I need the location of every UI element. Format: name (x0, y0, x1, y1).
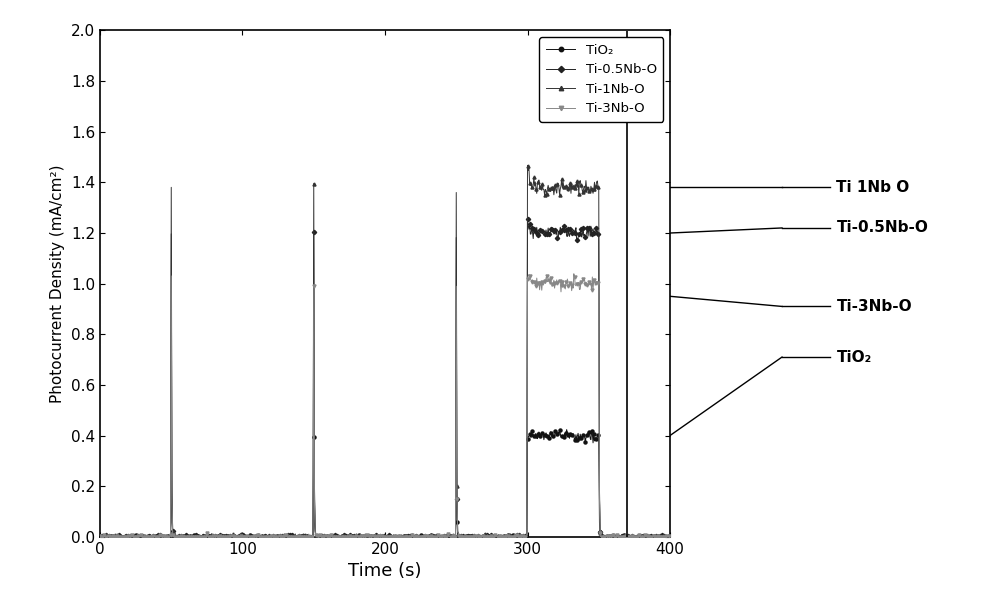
Text: Ti 1Nb O: Ti 1Nb O (836, 180, 910, 195)
TiO₂ (561, 426, 573, 433)
Ti-0.5Nb-O (94, 533, 106, 540)
Ti-1Nb-O (455, 533, 467, 540)
Text: Ti-3Nb-O: Ti-3Nb-O (836, 299, 912, 314)
Ti-3Nb-O (660, 533, 672, 540)
Text: TiO₂: TiO₂ (836, 350, 872, 365)
Ti-3Nb-O (94, 533, 106, 540)
Ti-1Nb-O (664, 533, 676, 540)
Ti-3Nb-O (245, 533, 257, 540)
Ti-1Nb-O (353, 533, 365, 540)
Text: Ti-0.5Nb-O: Ti-0.5Nb-O (836, 220, 928, 235)
Ti-0.5Nb-O (95, 533, 107, 540)
TiO₂ (178, 533, 190, 540)
Ti-1Nb-O (522, 162, 534, 169)
Ti-1Nb-O (171, 533, 183, 540)
Ti-3Nb-O (99, 533, 111, 540)
Ti-3Nb-O (354, 533, 366, 540)
TiO₂ (94, 533, 106, 540)
Y-axis label: Photocurrent Density (mA/cm²): Photocurrent Density (mA/cm²) (50, 165, 65, 403)
TiO₂ (95, 533, 107, 540)
Ti-1Nb-O (177, 533, 189, 540)
Ti-0.5Nb-O (245, 533, 257, 540)
Ti-0.5Nb-O (172, 533, 184, 540)
TiO₂ (354, 533, 366, 540)
Ti-0.5Nb-O (522, 216, 534, 223)
Ti-3Nb-O (568, 270, 580, 278)
Ti-0.5Nb-O (455, 533, 467, 540)
TiO₂ (172, 532, 184, 539)
Ti-3Nb-O (178, 531, 190, 539)
Ti-0.5Nb-O (354, 533, 366, 540)
X-axis label: Time (s): Time (s) (348, 562, 422, 580)
Ti-0.5Nb-O (660, 533, 672, 540)
Ti-1Nb-O (94, 533, 106, 540)
Line: Ti-3Nb-O: Ti-3Nb-O (98, 272, 672, 539)
TiO₂ (660, 533, 672, 540)
Line: TiO₂: TiO₂ (98, 428, 672, 539)
Line: Ti-1Nb-O: Ti-1Nb-O (98, 164, 672, 539)
Ti-1Nb-O (659, 533, 671, 540)
TiO₂ (245, 532, 257, 539)
Ti-1Nb-O (244, 533, 256, 540)
Ti-0.5Nb-O (664, 533, 676, 540)
Line: Ti-0.5Nb-O: Ti-0.5Nb-O (98, 218, 672, 539)
Ti-0.5Nb-O (178, 533, 190, 540)
Ti-3Nb-O (664, 533, 676, 540)
TiO₂ (455, 533, 467, 540)
TiO₂ (664, 533, 676, 540)
Legend: TiO₂, Ti-0.5Nb-O, Ti-1Nb-O, Ti-3Nb-O: TiO₂, Ti-0.5Nb-O, Ti-1Nb-O, Ti-3Nb-O (539, 37, 663, 122)
Ti-3Nb-O (172, 533, 184, 540)
Ti-3Nb-O (455, 533, 467, 540)
